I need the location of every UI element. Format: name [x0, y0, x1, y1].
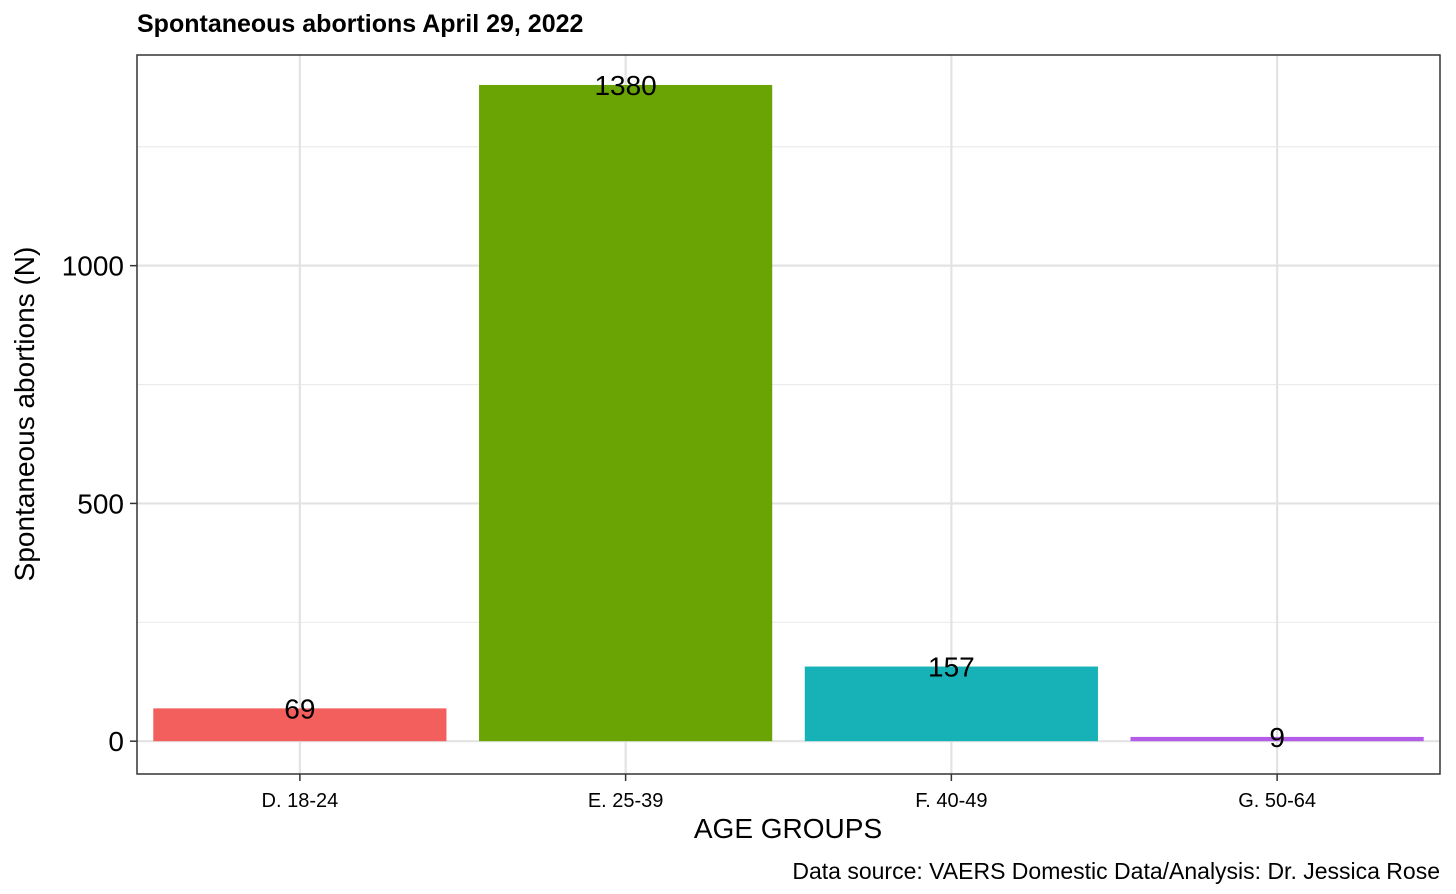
y-tick-label: 1000: [62, 251, 124, 282]
data-source-caption: Data source: VAERS Domestic Data/Analysi…: [792, 858, 1440, 884]
bar-value-label: 69: [284, 693, 315, 724]
grid-minor: [137, 146, 1440, 623]
plot-border: [136, 54, 1441, 775]
bar-value-label: 157: [928, 652, 975, 683]
bar-1: [153, 708, 447, 742]
chart-title: Spontaneous abortions April 29, 2022: [137, 10, 583, 38]
y-axis-ticks: 0 500 1000: [62, 251, 137, 757]
y-tick-label: 0: [108, 726, 124, 757]
bar-value-label: 1380: [594, 70, 656, 101]
bar-4: [1130, 736, 1424, 742]
x-tick-label: G. 50-64: [1238, 790, 1316, 812]
bar-value-label: 9: [1269, 722, 1285, 753]
bar-2: [479, 84, 773, 742]
x-tick-label: E. 25-39: [588, 790, 664, 812]
y-tick-label: 500: [77, 488, 124, 519]
x-tick-label: F. 40-49: [915, 790, 987, 812]
plot-panel: [137, 55, 1440, 774]
y-axis-title: Spontaneous abortions (N): [9, 247, 40, 582]
x-axis-title: AGE GROUPS: [694, 813, 882, 844]
bar-labels: 69 1380 157 9: [284, 70, 1285, 753]
bars: [153, 84, 1424, 742]
x-axis-ticks: D. 18-24 E. 25-39 F. 40-49 G. 50-64: [262, 774, 1316, 812]
x-tick-label: D. 18-24: [262, 790, 339, 812]
bar-3: [804, 666, 1098, 742]
